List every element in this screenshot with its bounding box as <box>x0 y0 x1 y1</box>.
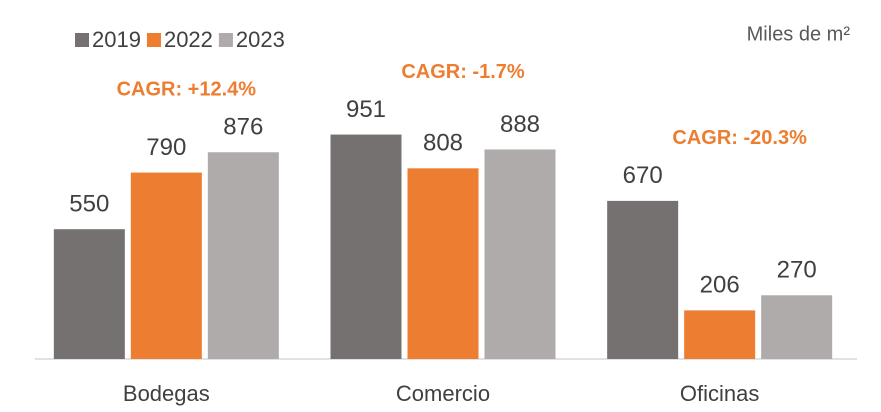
legend-label: 2023 <box>236 27 285 52</box>
unit-label: Miles de m² <box>747 23 851 45</box>
bar <box>684 310 756 359</box>
bar <box>607 200 679 359</box>
bar <box>130 172 202 359</box>
legend-label: 2019 <box>92 27 141 52</box>
value-label: 808 <box>423 130 463 157</box>
legend-swatch <box>146 33 161 47</box>
bar <box>761 295 833 359</box>
value-label: 876 <box>223 114 263 141</box>
x-tick-label: Bodegas <box>123 381 210 406</box>
x-tick-label: Comercio <box>396 381 490 406</box>
legend-label: 2022 <box>164 27 213 52</box>
legend-swatch <box>218 33 233 47</box>
annotation: CAGR: +12.4% <box>117 79 257 101</box>
bar <box>207 152 279 359</box>
value-label: 550 <box>69 191 109 218</box>
bar <box>484 149 556 359</box>
annotation: CAGR: -1.7% <box>401 61 525 83</box>
bar <box>407 168 479 359</box>
value-label: 888 <box>500 111 540 138</box>
value-label: 951 <box>346 96 386 123</box>
legend-swatch <box>75 33 89 47</box>
value-label: 270 <box>777 257 817 284</box>
value-label: 670 <box>623 162 663 189</box>
value-label: 206 <box>700 272 740 299</box>
bar <box>53 229 125 359</box>
bar <box>330 134 402 359</box>
value-label: 790 <box>146 134 186 161</box>
x-tick-label: Oficinas <box>680 381 759 406</box>
annotation: CAGR: -20.3% <box>672 127 807 149</box>
